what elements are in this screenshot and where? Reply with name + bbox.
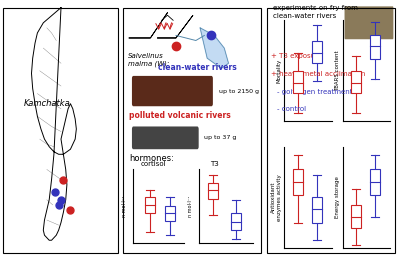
Bar <box>208 183 218 199</box>
Text: Energy storage: Energy storage <box>335 176 340 218</box>
Text: clean-water rivers: clean-water rivers <box>158 63 236 72</box>
Text: Mortality: Mortality <box>277 59 282 83</box>
FancyBboxPatch shape <box>132 126 199 149</box>
Polygon shape <box>32 8 76 240</box>
Bar <box>312 41 322 63</box>
Text: - goitrogen treatment: - goitrogen treatment <box>276 88 352 94</box>
Bar <box>351 205 361 228</box>
Bar <box>292 71 303 93</box>
Text: hormones:: hormones: <box>129 154 174 163</box>
Bar <box>370 35 380 59</box>
Text: experiments on fry from
clean-water rivers: experiments on fry from clean-water rive… <box>273 5 358 19</box>
Bar <box>165 206 175 221</box>
Text: polluted volcanic rivers: polluted volcanic rivers <box>129 111 231 120</box>
Text: up to 37 g: up to 37 g <box>204 135 237 140</box>
Text: Kamchatka: Kamchatka <box>24 99 70 108</box>
Bar <box>370 169 380 195</box>
Bar <box>292 169 303 195</box>
Text: n mol·l⁻¹: n mol·l⁻¹ <box>122 196 127 217</box>
Text: cortisol: cortisol <box>140 161 166 167</box>
Text: up to 2150 g: up to 2150 g <box>218 88 258 94</box>
Text: TBARS content: TBARS content <box>335 51 340 91</box>
Polygon shape <box>200 28 228 68</box>
Bar <box>146 197 155 213</box>
Bar <box>351 71 361 93</box>
Text: T3: T3 <box>210 161 219 167</box>
FancyBboxPatch shape <box>344 6 393 39</box>
Text: + heavy metal acclimation: + heavy metal acclimation <box>271 71 366 77</box>
Text: Antioxidant
enzymes activity: Antioxidant enzymes activity <box>271 174 282 221</box>
Bar <box>231 213 240 230</box>
Text: + T3 exposure: + T3 exposure <box>271 53 322 59</box>
FancyBboxPatch shape <box>132 76 213 106</box>
Bar <box>312 197 322 223</box>
Text: Salvelinus
malma (W):: Salvelinus malma (W): <box>128 53 169 67</box>
Text: n mol·l⁻¹: n mol·l⁻¹ <box>188 196 193 217</box>
Text: - control: - control <box>276 106 306 112</box>
